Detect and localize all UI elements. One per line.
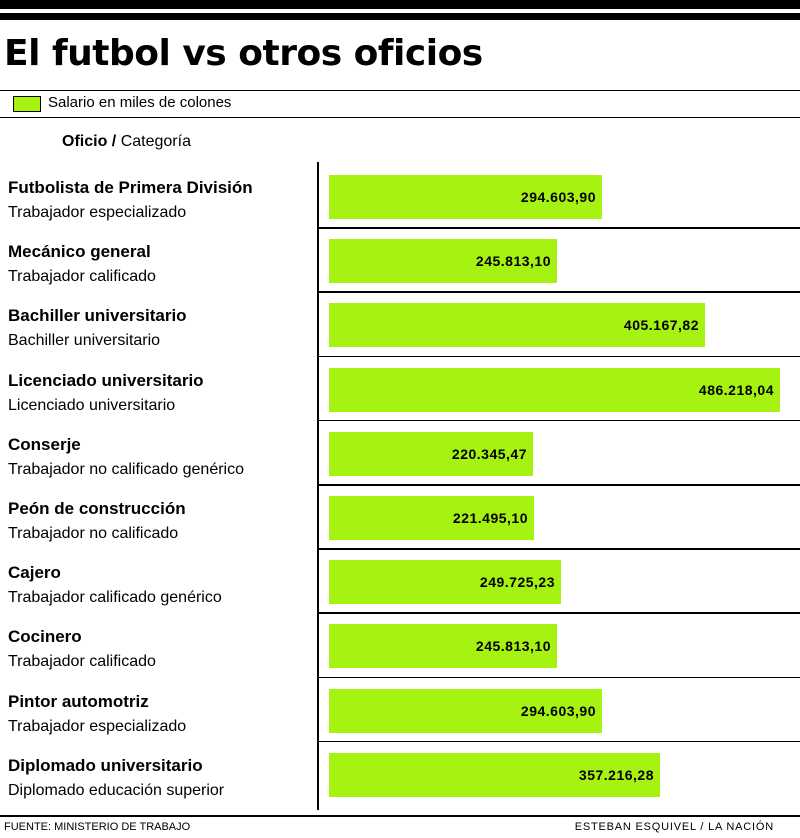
row-separator [317,740,800,743]
column-header-separator: / [111,133,117,150]
bar [329,624,557,669]
bar [329,496,534,540]
category-label: Pintor automotriz [8,691,149,711]
subcategory-label: Licenciado universitario [8,396,176,414]
row-separator [317,548,800,550]
row-separator [317,291,800,293]
credit-note: ESTEBAN ESQUIVEL / LA NACIÓN [574,821,774,833]
column-header-sub: Categoría [120,133,191,150]
category-label: Mecánico general [8,242,151,262]
row-separator [317,355,800,358]
bottom-rule [0,815,800,817]
bar-value-label: 220.345,47 [451,445,527,462]
bar-value-label: 249.725,23 [479,574,555,591]
row-separator [317,484,800,486]
subcategory-label: Bachiller universitario [8,332,161,350]
legend: Salario en miles de colones [0,90,800,118]
category-label: Diplomado universitario [8,755,203,775]
category-label: Bachiller universitario [8,306,187,326]
bar [329,239,557,284]
bar [329,303,705,348]
chart-title: El futbol vs otros oficios [4,33,483,74]
top-rule-thin [0,13,800,20]
row-separator [317,227,800,229]
category-label: Futbolista de Primera División [8,178,253,197]
bar [329,175,602,219]
legend-label: Salario en miles de colones [48,94,232,111]
bar-value-label: 405.167,82 [623,317,699,334]
bar-value-label: 357.216,28 [578,766,654,783]
category-axis-line [317,162,319,810]
subcategory-label: Trabajador calificado [8,268,156,286]
bar-value-label: 245.813,10 [475,638,551,655]
bar-value-label: 294.603,90 [520,702,596,719]
column-header: Oficio / Categoría [62,133,191,151]
category-label: Conserje [8,434,81,454]
bar [329,431,533,476]
subcategory-label: Trabajador especializado [8,204,187,221]
source-note: FUENTE: MINISTERIO DE TRABAJO [4,821,191,833]
bar-value-label: 221.495,10 [452,510,528,526]
bar-value-label: 245.813,10 [475,253,551,270]
row-separator [317,419,800,422]
category-label: Licenciado universitario [8,370,204,390]
bar-value-label: 294.603,90 [520,189,596,205]
bar-value-label: 486.218,04 [698,381,774,398]
subcategory-label: Trabajador especializado [8,717,187,735]
subcategory-label: Trabajador calificado genérico [8,589,222,607]
row-separator [317,612,800,614]
row-separator [317,676,800,679]
subcategory-label: Trabajador calificado [8,653,156,671]
category-label: Cocinero [8,627,82,647]
subcategory-label: Trabajador no calificado [8,525,179,542]
bar [329,560,561,605]
column-header-main: Oficio [62,133,108,150]
subcategory-label: Diplomado educación superior [8,781,225,799]
bar [329,752,660,797]
bar [329,688,602,733]
top-rule-thick [0,0,800,9]
legend-swatch [13,96,41,112]
bar [329,367,780,412]
category-label: Peón de construcción [8,499,186,518]
category-label: Cajero [8,563,61,583]
subcategory-label: Trabajador no calificado genérico [8,460,244,478]
